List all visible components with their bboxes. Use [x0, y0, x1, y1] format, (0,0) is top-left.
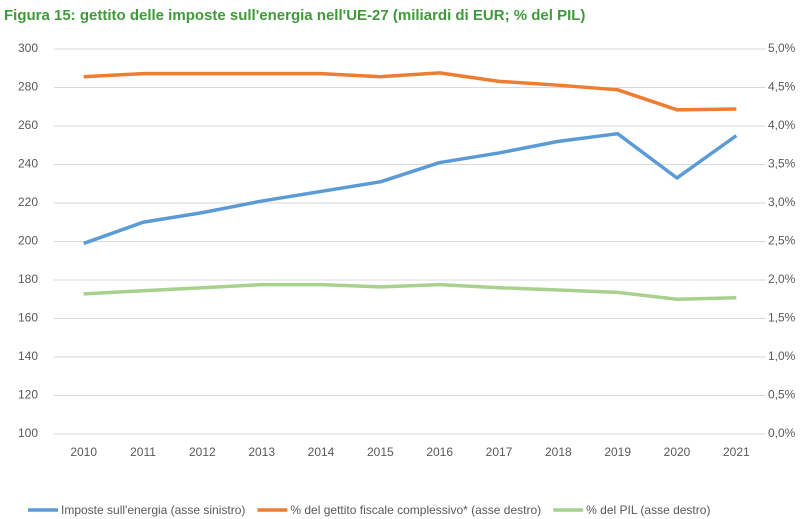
legend-label: Imposte sull'energia (asse sinistro) — [61, 503, 245, 517]
y2-tick-label: 2,5% — [768, 234, 796, 248]
chart-title: Figura 15: gettito delle imposte sull'en… — [4, 7, 585, 24]
x-tick-label: 2017 — [486, 445, 513, 459]
x-tick-label: 2020 — [664, 445, 691, 459]
y2-tick-label: 5,0% — [768, 41, 796, 55]
y-tick-label: 240 — [18, 157, 38, 171]
y2-tick-label: 4,0% — [768, 118, 796, 132]
y-tick-label: 120 — [18, 388, 38, 402]
y2-tick-label: 1,0% — [768, 349, 796, 363]
y2-tick-label: 3,5% — [768, 157, 796, 171]
x-tick-label: 2012 — [189, 445, 216, 459]
y2-tick-label: 1,5% — [768, 311, 796, 325]
y-tick-label: 140 — [18, 349, 38, 363]
y2-tick-label: 0,0% — [768, 426, 796, 440]
y-tick-label: 260 — [18, 118, 38, 132]
series-line — [83, 282, 737, 301]
x-tick-label: 2011 — [130, 445, 156, 459]
y-tick-label: 200 — [18, 234, 38, 248]
x-tick-label: 2018 — [545, 445, 572, 459]
y-tick-label: 220 — [18, 195, 38, 209]
x-tick-label: 2019 — [604, 445, 631, 459]
y-tick-label: 160 — [18, 311, 38, 325]
x-tick-label: 2016 — [426, 445, 453, 459]
y-tick-label: 300 — [18, 41, 38, 55]
x-tick-label: 2021 — [723, 445, 750, 459]
legend-label: % del PIL (asse destro) — [586, 503, 710, 517]
y2-tick-label: 3,0% — [768, 195, 796, 209]
y-tick-label: 100 — [18, 426, 38, 440]
y-tick-label: 280 — [18, 80, 38, 94]
series-line — [83, 131, 738, 246]
y2-tick-label: 0,5% — [768, 388, 796, 402]
y2-tick-label: 4,5% — [768, 80, 796, 94]
legend-label: % del gettito fiscale complessivo* (asse… — [290, 503, 541, 517]
y2-tick-label: 2,0% — [768, 272, 796, 286]
y-tick-label: 180 — [18, 272, 38, 286]
series-line — [83, 71, 737, 112]
x-tick-label: 2013 — [248, 445, 275, 459]
x-tick-label: 2015 — [367, 445, 394, 459]
x-tick-label: 2010 — [70, 445, 97, 459]
x-tick-label: 2014 — [308, 445, 335, 459]
